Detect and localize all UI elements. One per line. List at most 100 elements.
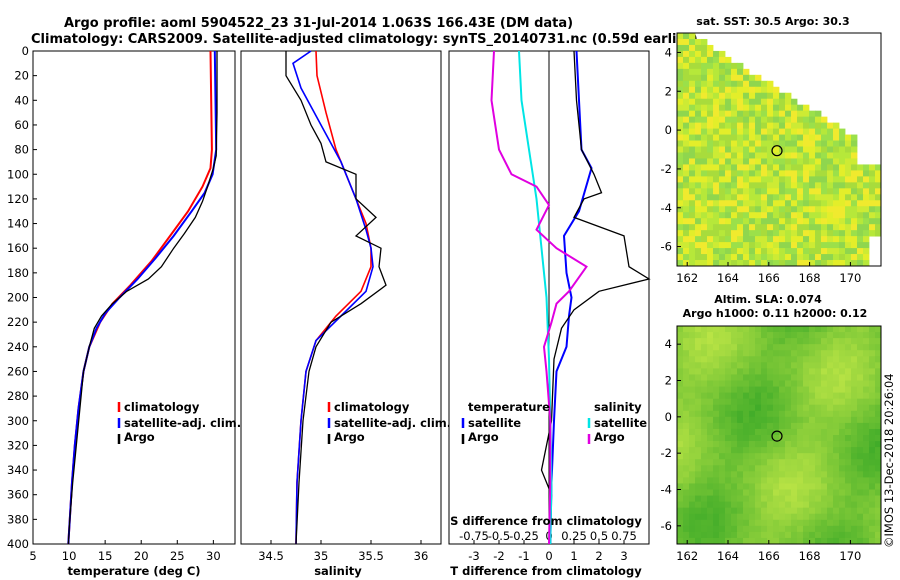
map-cell [851,519,858,527]
map-cell [779,338,786,345]
map-cell [815,242,822,249]
map-cell [677,98,684,106]
map-cell [863,356,870,363]
map-cell [863,459,870,466]
map-cell [827,368,834,375]
map-cell [701,248,708,255]
map-cell [869,332,876,339]
map-cell [713,134,720,141]
map-cell [797,104,804,112]
map-cell [701,404,708,412]
map-cell [785,170,792,177]
map-cell [677,56,684,64]
map-cell [761,188,768,195]
map-cell [695,62,702,70]
map-cell [737,459,744,466]
map-cell [689,104,696,112]
map-cell [701,525,708,533]
map-cell [833,368,840,375]
depth-tick-label: 200 [7,291,29,305]
map-cell [713,74,720,82]
map-cell [719,332,726,339]
map-cell [677,459,684,466]
map-cell [725,489,732,496]
map-cell [719,362,726,369]
map-cell [725,116,732,124]
map-cell [839,501,846,509]
map-cell [827,495,834,503]
map-cell [785,483,792,490]
map-cell [785,140,792,147]
map-cell [869,194,876,201]
map-cell [677,134,684,141]
map-cell [833,471,840,478]
map-cell [707,338,714,345]
map-cell [767,428,774,436]
map-cell [779,188,786,195]
map-cell [749,218,756,225]
map-cell [863,441,870,448]
map-cell [863,374,870,381]
map-cell [683,62,690,70]
map-cell [677,441,684,448]
map-cell [677,206,684,213]
map-cell [791,453,798,460]
map-cell [845,501,852,509]
map-cell [815,344,822,351]
map-cell [785,495,792,503]
sst-map-frame [676,32,882,267]
map-cell [821,254,828,261]
map-cell [857,525,864,533]
map-cell [701,350,708,357]
map-cell [827,236,834,243]
map-cell [695,404,702,412]
map-cell [833,254,840,261]
map-cell [863,398,870,406]
map-cell [857,410,864,418]
map-cell [713,513,720,521]
map-cell [767,471,774,478]
map-cell [767,525,774,533]
map-cell [809,374,816,381]
map-cell [737,422,744,430]
map-cell [725,200,732,207]
map-cell [845,422,852,430]
map-cell [731,146,738,153]
map-cell [779,212,786,219]
map-cell [689,477,696,484]
map-cell [737,519,744,527]
map-cell [785,350,792,357]
map-cell [689,422,696,430]
map-cell [695,531,702,539]
map-cell [737,386,744,394]
map-cell [827,134,834,141]
s-difference-tick-label: -0.25 [509,529,539,543]
map-cell [725,531,732,539]
map-cell [791,140,798,147]
map-cell [851,254,858,261]
map-cell [797,537,804,545]
map-cell [761,104,768,112]
map-cell [689,501,696,509]
s-difference-tick-label: 0.5 [590,529,608,543]
map-cell [767,404,774,412]
map-cell [821,501,828,509]
map-cell [779,128,786,135]
map-cell [827,152,834,159]
map-cell [719,519,726,527]
temperature-tick-label: 30 [206,549,221,563]
map-cell [797,218,804,225]
map-cell [767,350,774,357]
map-cell [791,459,798,466]
map-cell [749,362,756,369]
map-cell [683,158,690,165]
map-cell [689,212,696,219]
map-cell [713,170,720,177]
map-cell [713,140,720,147]
map-cell [719,176,726,183]
map-cell [833,489,840,496]
map-cell [749,116,756,124]
map-cell [791,447,798,454]
map-cell [725,98,732,106]
map-cell [689,80,696,88]
